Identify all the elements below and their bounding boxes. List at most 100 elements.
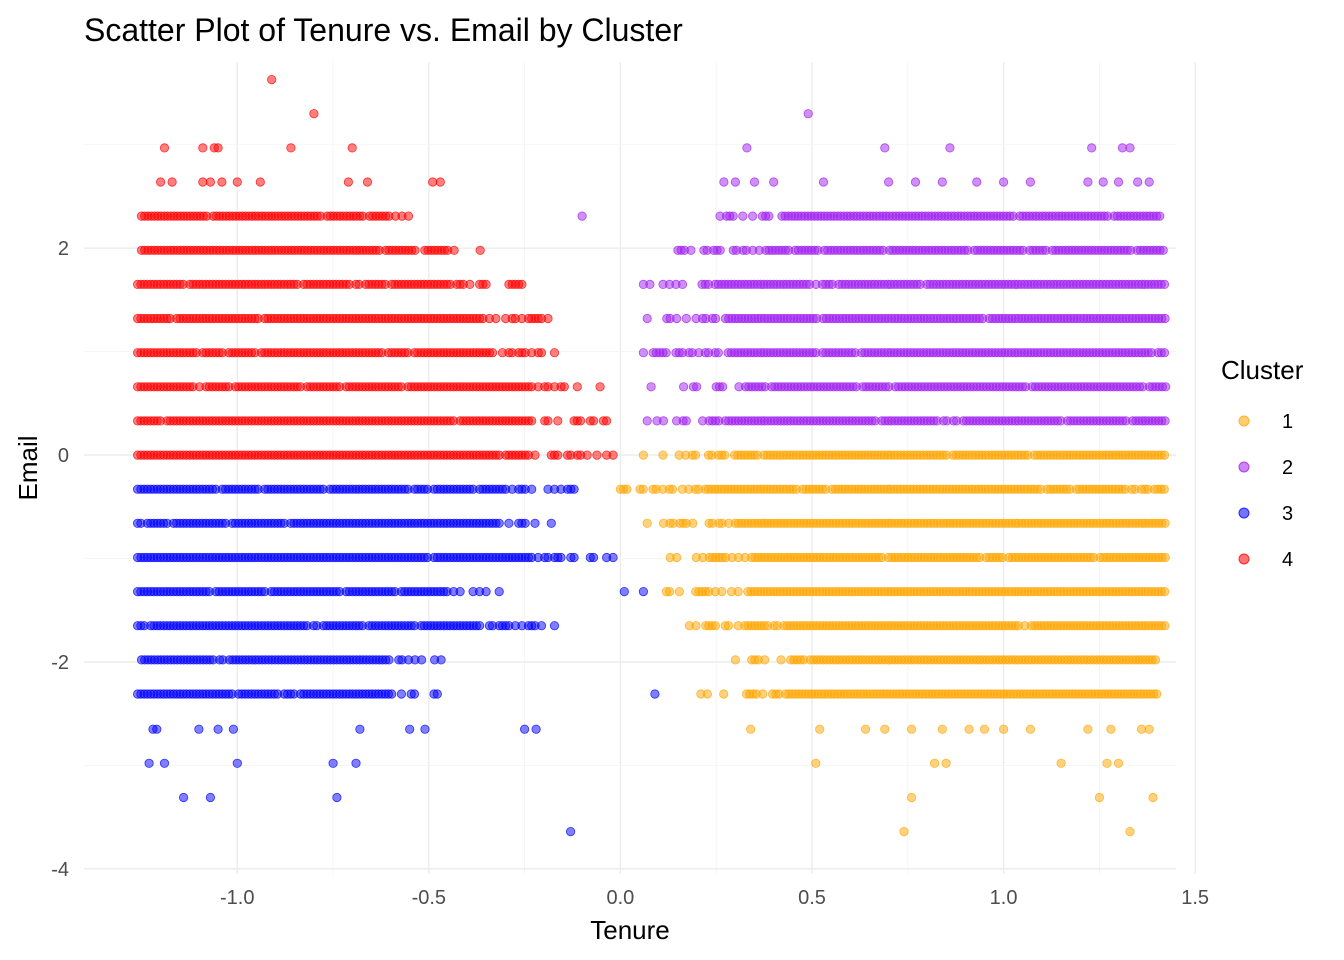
point-cluster-1 (672, 552, 682, 563)
point-cluster-3 (650, 689, 660, 699)
point-cluster-3 (351, 758, 361, 768)
point-cluster-3 (531, 724, 541, 734)
point-cluster-3 (455, 586, 465, 597)
point-cluster-1 (746, 724, 756, 734)
point-cluster-4 (465, 279, 475, 289)
point-cluster-2 (769, 177, 779, 187)
chart-title: Scatter Plot of Tenure vs. Email by Clus… (84, 12, 683, 48)
point-cluster-4 (267, 75, 277, 85)
point-cluster-1 (811, 758, 821, 768)
legend-label-4: 4 (1282, 549, 1293, 571)
point-cluster-3 (494, 586, 504, 597)
point-cluster-4 (543, 313, 553, 324)
x-tick-label: -1.0 (220, 887, 254, 909)
point-cluster-1 (1159, 450, 1170, 460)
point-cluster-2 (730, 177, 741, 187)
point-cluster-3 (420, 724, 430, 734)
point-cluster-1 (979, 724, 990, 734)
point-cluster-4 (608, 450, 618, 460)
point-cluster-1 (998, 724, 1009, 734)
point-cluster-1 (658, 450, 668, 460)
point-cluster-2 (880, 143, 890, 153)
point-cluster-3 (179, 792, 189, 803)
point-cluster-1 (758, 689, 768, 699)
point-cluster-4 (286, 143, 296, 153)
point-cluster-3 (556, 552, 566, 563)
point-cluster-4 (481, 279, 491, 289)
point-cluster-2 (764, 211, 774, 221)
y-axis-label: Email (13, 435, 43, 500)
point-cluster-4 (588, 416, 599, 426)
point-cluster-3 (416, 655, 427, 665)
point-cluster-3 (194, 724, 204, 734)
point-cluster-3 (608, 552, 618, 563)
point-cluster-4 (601, 416, 612, 426)
point-cluster-4 (536, 348, 547, 358)
point-cluster-3 (481, 586, 491, 597)
point-cluster-4 (572, 382, 582, 392)
point-cluster-4 (213, 143, 223, 153)
point-cluster-4 (527, 416, 537, 426)
point-cluster-1 (937, 724, 947, 734)
point-cluster-3 (159, 758, 170, 768)
point-cluster-1 (719, 689, 729, 699)
point-cluster-2 (1125, 143, 1135, 153)
point-cluster-4 (156, 177, 166, 187)
point-cluster-2 (671, 313, 682, 324)
point-cluster-4 (410, 245, 420, 255)
point-cluster-1 (1152, 689, 1162, 699)
point-cluster-2 (998, 177, 1009, 187)
point-cluster-2 (646, 382, 656, 392)
point-cluster-1 (1148, 792, 1158, 803)
x-tick-label: -0.5 (412, 887, 446, 909)
point-cluster-1 (638, 484, 648, 494)
point-cluster-2 (713, 348, 723, 358)
point-cluster-2 (747, 211, 758, 221)
point-cluster-4 (343, 177, 353, 187)
point-cluster-2 (678, 382, 689, 392)
point-cluster-3 (549, 621, 560, 631)
point-cluster-2 (1113, 177, 1124, 187)
point-cluster-3 (638, 586, 649, 597)
point-cluster-2 (681, 313, 691, 324)
point-cluster-1 (733, 586, 743, 597)
point-cluster-1 (1102, 758, 1112, 768)
point-cluster-2 (1098, 177, 1108, 187)
point-cluster-4 (362, 177, 373, 187)
point-cluster-2 (728, 211, 738, 221)
point-cluster-1 (1136, 724, 1147, 734)
point-cluster-3 (536, 621, 547, 631)
x-tick-label: 1.5 (1181, 887, 1209, 909)
point-cluster-2 (645, 279, 655, 289)
point-cluster-2 (1158, 245, 1168, 255)
point-cluster-2 (692, 382, 702, 392)
point-cluster-2 (1025, 177, 1036, 187)
point-cluster-1 (717, 586, 727, 597)
y-tick-label: -4 (51, 859, 69, 881)
point-cluster-3 (494, 518, 504, 528)
point-cluster-2 (1159, 279, 1170, 289)
point-cluster-3 (228, 724, 238, 734)
point-cluster-2 (577, 211, 587, 221)
point-cluster-1 (1083, 724, 1093, 734)
point-cluster-4 (595, 382, 605, 392)
point-cluster-3 (405, 724, 415, 734)
point-cluster-2 (972, 177, 982, 187)
point-cluster-3 (144, 758, 154, 768)
x-axis-ticks: -1.0 -0.5 0.0 0.5 1.0 1.5 (220, 887, 1209, 909)
point-cluster-4 (198, 177, 208, 187)
point-cluster-2 (715, 245, 725, 255)
point-cluster-4 (428, 177, 438, 187)
point-cluster-4 (232, 177, 242, 187)
legend-label-2: 2 (1282, 457, 1293, 479)
point-cluster-2 (883, 177, 894, 187)
point-cluster-4 (309, 109, 319, 119)
point-cluster-1 (667, 484, 678, 494)
point-cluster-4 (167, 177, 177, 187)
point-cluster-3 (519, 724, 530, 734)
point-cluster-3 (409, 689, 420, 699)
point-cluster-3 (213, 724, 223, 734)
x-tick-label: 0.5 (798, 887, 826, 909)
point-cluster-1 (723, 621, 734, 631)
